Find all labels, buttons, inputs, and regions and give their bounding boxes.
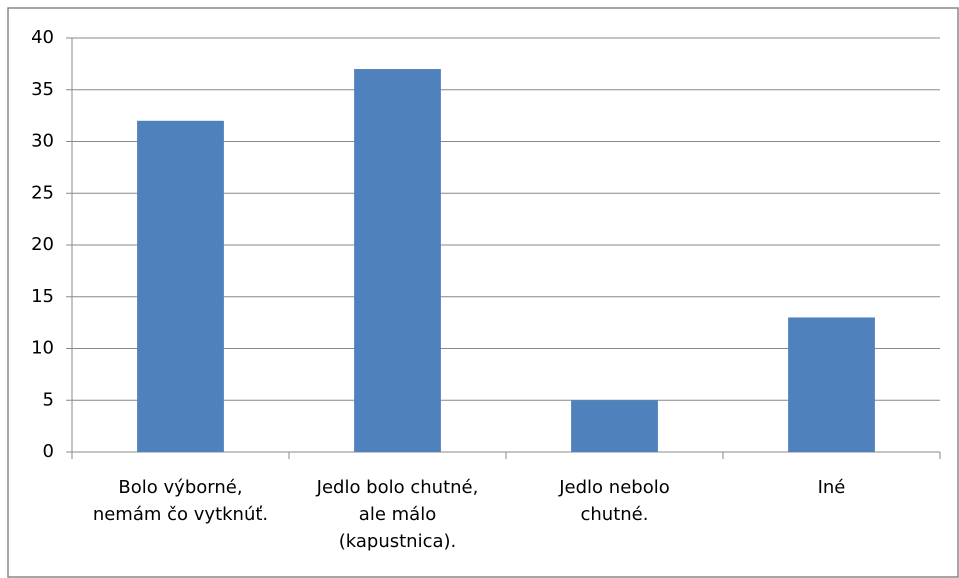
y-tick-label: 25 — [31, 182, 54, 203]
bar — [571, 400, 658, 452]
y-tick-label: 40 — [31, 27, 54, 48]
chart-border — [7, 7, 959, 578]
y-tick-label: 35 — [31, 79, 54, 100]
y-tick-label: 30 — [31, 131, 54, 152]
x-tick-label: Bolo výborné, nemám čo vytknúť. — [92, 477, 269, 525]
y-tick-label: 10 — [31, 338, 54, 359]
x-tick-label: Jedlo nebolo chutné. — [559, 477, 670, 525]
bar — [788, 317, 875, 452]
y-tick-label: 15 — [31, 286, 54, 307]
x-tick-label: Iné — [817, 477, 846, 498]
y-tick-label: 0 — [43, 441, 54, 462]
bar — [354, 69, 441, 453]
x-tick-label: Jedlo bolo chutné, ale málo (kapustnica)… — [316, 477, 479, 552]
y-tick-label: 20 — [31, 234, 54, 255]
bar — [137, 120, 224, 453]
y-tick-label: 5 — [43, 389, 54, 410]
